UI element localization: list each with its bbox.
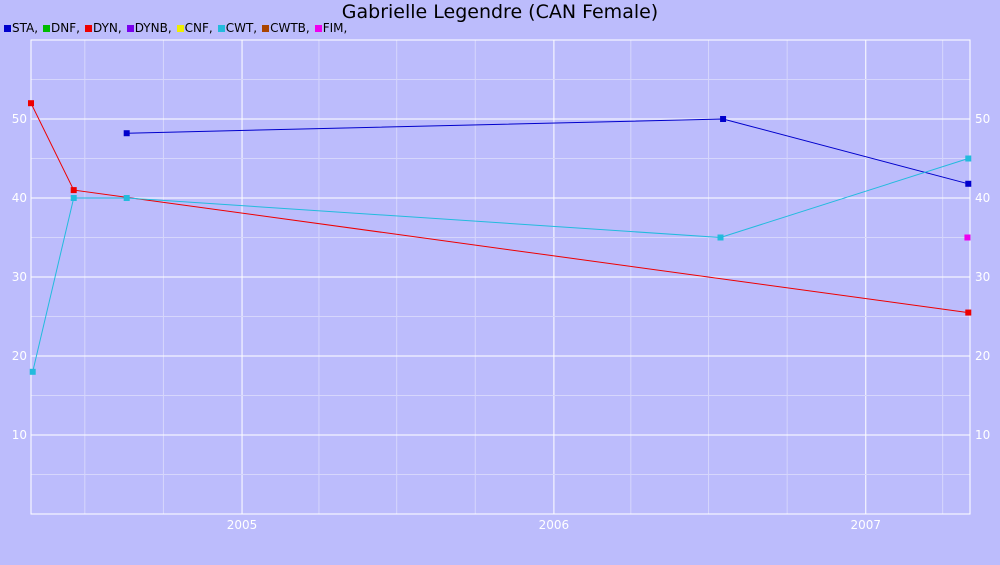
data-point [70, 187, 77, 194]
grid [31, 40, 970, 514]
series-group [964, 234, 971, 241]
x-tick-label: 2005 [227, 518, 258, 532]
legend-label: FIM, [322, 21, 348, 35]
data-point [720, 116, 727, 122]
x-tick-label: 2006 [539, 518, 570, 532]
legend-item: CNF, [176, 21, 213, 35]
legend-item: DNF, [43, 21, 80, 35]
data-point [29, 368, 36, 375]
legend-swatch [176, 24, 184, 32]
data-point [965, 180, 972, 187]
data-point [717, 234, 724, 241]
y-tick-label-right: 10 [975, 428, 990, 442]
y-tick-label-left: 10 [12, 428, 27, 442]
legend-swatch [126, 24, 134, 32]
y-tick-label-right: 40 [975, 191, 990, 205]
legend-item: CWT, [217, 21, 258, 35]
legend-item: CWTB, [262, 21, 310, 35]
legend-item: DYNB, [126, 21, 172, 35]
series-group [28, 100, 972, 316]
legend-item: FIM, [314, 21, 348, 35]
chart-title: Gabrielle Legendre (CAN Female) [341, 1, 659, 23]
y-tick-label-right: 20 [975, 349, 990, 363]
data-point [123, 195, 130, 201]
legend: STA, DNF, DYN, DYNB, CNF, CWT, CWTB, FIM, [4, 21, 352, 35]
data-point [964, 234, 971, 241]
series-group [123, 116, 972, 187]
legend-swatch [84, 24, 92, 32]
legend-item: STA, [4, 21, 38, 35]
legend-swatch [4, 24, 11, 32]
data-point [123, 130, 130, 137]
data-point [28, 100, 34, 107]
series-group [29, 155, 972, 375]
x-tick-label: 2007 [850, 518, 881, 532]
legend-label: CWTB, [270, 21, 310, 35]
series-line [32, 158, 969, 372]
legend-swatch [217, 24, 225, 32]
legend-swatch [43, 24, 51, 32]
legend-label: DNF, [51, 21, 80, 35]
y-tick-label-right: 30 [975, 270, 990, 284]
legend-swatch [262, 24, 270, 32]
legend-label: DYN, [92, 21, 122, 35]
legend-label: STA, [12, 21, 39, 35]
data-point [965, 309, 972, 316]
legend-label: DYNB, [134, 21, 172, 35]
plot-frame [30, 39, 971, 515]
data-point [70, 195, 77, 201]
data-point [965, 155, 972, 162]
y-tick-label-left: 20 [12, 349, 27, 363]
y-tick-label-left: 40 [12, 191, 27, 205]
series-line [30, 102, 969, 314]
y-tick-label-left: 50 [12, 112, 27, 126]
legend-label: CWT, [225, 21, 258, 35]
series-line [126, 118, 969, 185]
y-tick-label-left: 30 [12, 270, 27, 284]
legend-swatch [314, 24, 322, 32]
legend-item: DYN, [84, 21, 122, 35]
y-tick-label-right: 50 [975, 112, 990, 126]
legend-label: CNF, [184, 21, 213, 35]
